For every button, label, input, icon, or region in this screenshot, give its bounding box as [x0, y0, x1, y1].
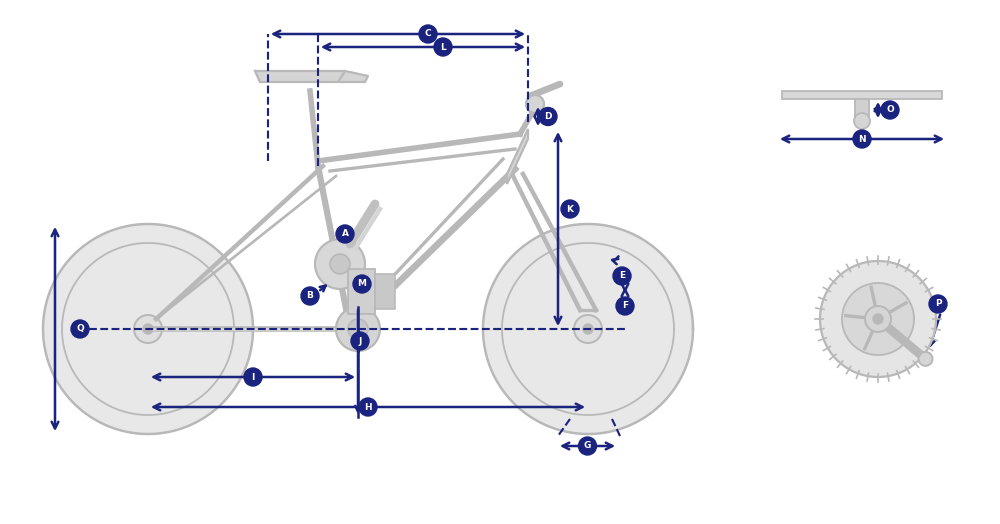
Text: G: G — [584, 442, 591, 451]
Polygon shape — [842, 283, 914, 355]
Text: H: H — [364, 402, 372, 411]
Circle shape — [336, 307, 380, 351]
Circle shape — [301, 287, 319, 305]
Circle shape — [351, 332, 369, 350]
Circle shape — [613, 267, 631, 285]
Polygon shape — [507, 129, 528, 184]
Text: E: E — [619, 271, 625, 280]
Circle shape — [434, 38, 452, 56]
Circle shape — [348, 319, 368, 339]
Text: D: D — [544, 112, 552, 121]
Polygon shape — [348, 269, 375, 314]
Text: A: A — [342, 230, 349, 238]
Text: I: I — [251, 373, 255, 381]
Text: F: F — [622, 301, 628, 311]
Text: O: O — [886, 105, 894, 115]
Polygon shape — [255, 71, 345, 82]
Text: Q: Q — [76, 324, 84, 333]
Circle shape — [244, 368, 262, 386]
Text: P: P — [935, 300, 941, 309]
Circle shape — [336, 225, 354, 243]
Text: J: J — [358, 336, 362, 345]
Polygon shape — [820, 261, 936, 377]
Text: C: C — [425, 29, 431, 38]
Circle shape — [330, 254, 350, 274]
Text: K: K — [566, 204, 574, 213]
Circle shape — [561, 200, 579, 218]
Text: L: L — [440, 42, 446, 51]
Circle shape — [583, 324, 593, 334]
Circle shape — [578, 437, 596, 455]
Circle shape — [315, 239, 365, 289]
Circle shape — [616, 297, 634, 315]
Polygon shape — [483, 224, 693, 434]
Circle shape — [918, 352, 932, 366]
Circle shape — [881, 101, 899, 119]
Polygon shape — [375, 274, 395, 309]
Circle shape — [359, 398, 377, 416]
Circle shape — [574, 315, 602, 343]
Circle shape — [539, 107, 557, 126]
Circle shape — [353, 275, 371, 293]
Text: N: N — [858, 135, 866, 144]
Polygon shape — [340, 71, 368, 82]
Polygon shape — [43, 224, 253, 434]
Circle shape — [526, 95, 544, 113]
Circle shape — [929, 295, 947, 313]
Polygon shape — [855, 99, 869, 121]
Text: B: B — [307, 291, 313, 300]
Circle shape — [865, 306, 891, 332]
Circle shape — [143, 324, 153, 334]
Text: M: M — [358, 279, 366, 289]
Circle shape — [873, 314, 883, 324]
Circle shape — [134, 315, 162, 343]
Circle shape — [419, 25, 437, 43]
Circle shape — [854, 113, 870, 129]
Circle shape — [71, 320, 89, 338]
Circle shape — [853, 130, 871, 148]
Polygon shape — [782, 91, 942, 99]
